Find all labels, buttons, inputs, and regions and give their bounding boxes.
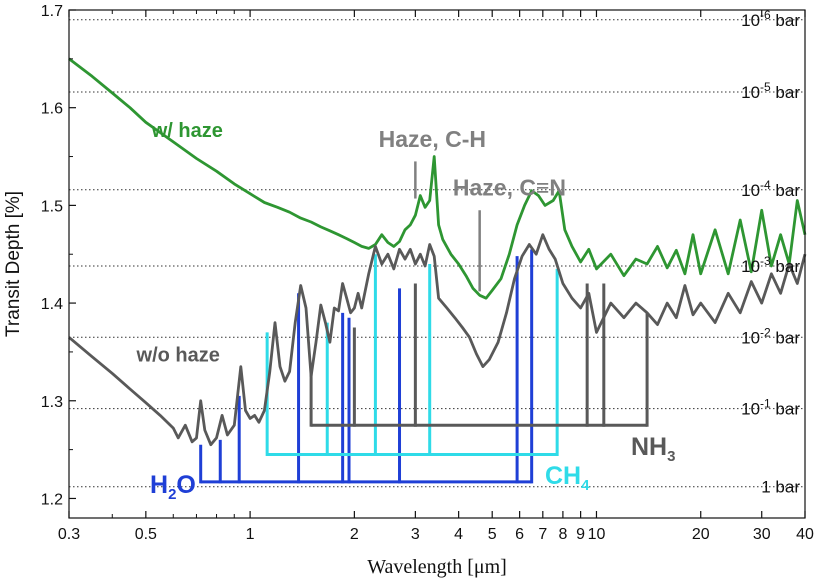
series-lines — [68, 57, 807, 447]
x-tick-label: 4 — [454, 526, 463, 543]
x-tick-label: 5 — [488, 526, 497, 543]
pressure-label: 10-6 bar — [741, 8, 800, 30]
x-tick-label: 10 — [588, 526, 606, 543]
pressure-label: 10-2 bar — [741, 325, 800, 347]
pressure-label: 10-3 bar — [741, 254, 800, 276]
band-label-h2o: H2O — [150, 471, 196, 503]
pressure-labels: 1 bar 10-1 bar 10-2 bar 10-3 bar 10-4 bar 10-… — [741, 8, 800, 497]
annotation-label: Haze, C-H — [379, 126, 486, 152]
x-axis: 0.3 0.5 1 2 3 4 5 6 7 8 9 10 20 30 40 — [58, 10, 814, 543]
pressure-label: 10-4 bar — [741, 178, 800, 200]
grid-lines — [69, 19, 805, 488]
y-tick-label: 1.3 — [41, 394, 63, 411]
annotation-label: w/o haze — [136, 345, 220, 367]
y-tick-label: 1.4 — [41, 296, 63, 313]
pressure-label: 10-1 bar — [741, 397, 800, 419]
y-tick-label: 1.7 — [41, 3, 63, 20]
y-tick-label: 1.6 — [41, 101, 63, 118]
annotation-label: w/ haze — [151, 120, 223, 142]
band-markers — [199, 249, 649, 484]
x-tick-label: 7 — [538, 526, 547, 543]
band-label-ch4: CH4 — [545, 462, 590, 494]
y-axis-title: Transit Depth [%] — [3, 191, 24, 337]
x-tick-label: 20 — [692, 526, 710, 543]
x-tick-label: 1 — [246, 526, 255, 543]
pressure-label: 10-5 bar — [741, 80, 800, 102]
x-axis-title: Wavelength [μm] — [367, 556, 507, 578]
y-axis: 1.2 1.3 1.4 1.5 1.6 1.7 — [41, 3, 76, 508]
plot-frame — [68, 9, 806, 519]
x-tick-label: 9 — [576, 526, 585, 543]
x-tick-label: 0.3 — [58, 526, 80, 543]
pressure-label: 1 bar — [761, 478, 800, 497]
annotation-label: Haze, C≡N — [453, 175, 566, 201]
series-line-wohaze — [68, 233, 807, 447]
annotations: w/ haze w/o haze Haze, C-H Haze, C≡N H2O CH4 N… — [136, 120, 676, 503]
series-line-whaze — [68, 57, 807, 300]
band-label-nh3: NH3 — [631, 433, 675, 465]
y-tick-label: 1.2 — [41, 491, 63, 508]
y-tick-label: 1.5 — [41, 198, 63, 215]
x-tick-label: 30 — [753, 526, 771, 543]
x-tick-label: 6 — [515, 526, 524, 543]
x-tick-label: 0.5 — [135, 526, 157, 543]
x-tick-label: 40 — [796, 526, 814, 543]
x-tick-label: 3 — [411, 526, 420, 543]
x-tick-label: 8 — [558, 526, 567, 543]
x-tick-label: 2 — [350, 526, 359, 543]
